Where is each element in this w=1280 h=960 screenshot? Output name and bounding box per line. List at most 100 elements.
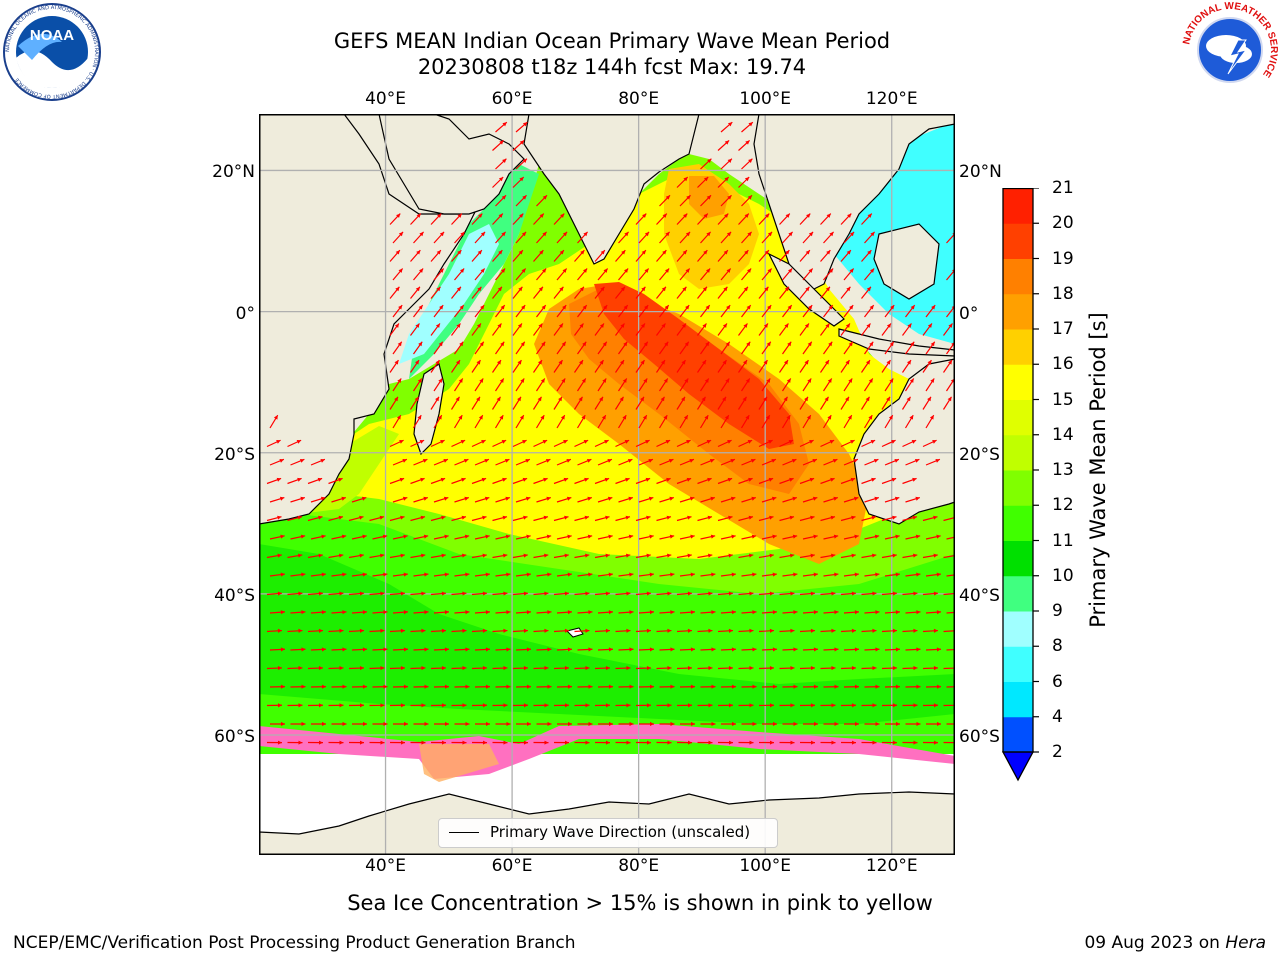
wave-arrow-head: [626, 666, 631, 671]
wave-arrow-head: [482, 591, 487, 596]
wave-arrow-head: [827, 415, 832, 420]
wave-arrow-head: [807, 341, 812, 347]
wave-arrow-head: [793, 610, 798, 615]
wave-arrow-head: [875, 610, 880, 615]
wave-arrow-head: [666, 553, 672, 558]
wave-arrow-head: [646, 628, 651, 633]
wave-arrow-head: [543, 477, 548, 482]
wave-arrow-head: [702, 323, 707, 328]
wave-arrow-head: [276, 440, 281, 444]
wave-arrow-head: [342, 572, 347, 577]
wave-arrow-head: [686, 440, 691, 444]
wave-arrow-head: [477, 286, 482, 292]
wave-arrow-head: [849, 305, 854, 310]
wave-arrow-head: [542, 440, 548, 444]
wave-arrow-head: [298, 628, 303, 633]
wave-arrow-head: [444, 572, 449, 577]
sea-ice-yellow-edge: [419, 744, 499, 782]
wave-arrow-head: [804, 396, 808, 402]
wave-arrow-head: [563, 440, 568, 444]
wave-arrow-head: [465, 721, 470, 727]
wave-arrow-head: [342, 647, 347, 652]
wave-arrow-head: [834, 721, 839, 727]
wave-arrow-head: [723, 286, 728, 292]
wave-arrow-head: [362, 534, 367, 539]
wave-arrow-head: [853, 496, 859, 501]
wave-arrow-head: [667, 628, 672, 633]
wave-arrow-shaft: [943, 630, 955, 633]
wave-arrow-head: [748, 477, 753, 482]
wave-arrow-head: [865, 396, 870, 402]
wave-arrow-head: [689, 496, 695, 501]
wave-arrow-head: [403, 647, 408, 652]
wave-arrow-head: [280, 684, 285, 689]
wave-arrow-head: [728, 591, 733, 596]
wave-arrow-head: [687, 553, 692, 558]
wave-arrow-head: [784, 323, 789, 328]
wave-arrow-head: [444, 534, 449, 539]
wave-arrow-head: [748, 553, 754, 558]
wave-arrow-head: [711, 684, 716, 689]
bay-of-bengal-zone: [664, 164, 759, 289]
wave-arrow-head: [750, 458, 756, 463]
wave-arrow-head: [607, 458, 612, 463]
wave-arrow-head: [646, 515, 651, 520]
wave-arrow-head: [380, 703, 385, 708]
wave-arrow-head: [321, 610, 326, 615]
wave-arrow-head: [601, 415, 606, 420]
wave-arrow-head: [538, 286, 543, 292]
latitude-label-left: 60°S: [214, 727, 255, 748]
wave-arrow-head: [421, 628, 426, 633]
wave-arrow-head: [402, 496, 408, 501]
wave-arrow-head: [300, 534, 306, 539]
wave-arrow-head: [744, 213, 749, 218]
wave-arrow-head: [872, 666, 877, 671]
noaa-logo: NOAA NATIONAL OCEANIC AND ATMOSPHERIC AD…: [3, 3, 101, 101]
wave-arrow-head: [894, 458, 899, 463]
run-date: 09 Aug 2023 on: [1084, 933, 1220, 953]
wave-arrow-head: [829, 440, 835, 444]
wave-arrow-head: [567, 534, 572, 539]
wave-arrow-head: [709, 458, 715, 463]
wave-arrow-head: [851, 740, 856, 745]
wave-arrow-head: [909, 415, 914, 420]
wave-arrow-head: [808, 268, 813, 273]
wave-arrow-head: [644, 231, 650, 237]
wave-arrow-head: [420, 515, 426, 520]
wave-arrow-head: [686, 195, 691, 200]
wave-arrow-head: [792, 534, 798, 539]
wave-arrow-head: [769, 666, 774, 671]
wave-arrow-head: [338, 477, 343, 482]
wave-arrow-head: [522, 158, 527, 163]
colorbar-tick-label: 13: [1052, 460, 1074, 480]
wave-arrow-head: [438, 341, 443, 347]
wave-arrow-head: [458, 378, 463, 383]
wave-arrow-head: [441, 666, 446, 671]
wave-arrow-head: [933, 515, 938, 520]
wave-arrow-head: [587, 496, 592, 501]
wave-arrow-head: [297, 477, 302, 482]
wave-arrow-head: [847, 213, 852, 218]
wave-arrow-head: [400, 628, 405, 633]
wave-arrow-head: [456, 360, 460, 365]
wave-arrow-head: [747, 231, 752, 237]
map-legend: Primary Wave Direction (unscaled): [438, 818, 778, 848]
wave-period-map: [259, 114, 955, 855]
wave-arrow-head: [588, 610, 593, 615]
wave-arrow-head: [440, 440, 445, 444]
wave-arrow-head: [624, 440, 630, 444]
wave-arrow-head: [380, 666, 385, 671]
wave-arrow-head: [886, 360, 891, 365]
wave-arrow-head: [318, 628, 323, 633]
colorbar-tick-label: 15: [1052, 389, 1074, 410]
run-machine: Hera: [1225, 933, 1266, 953]
wave-arrow-head: [485, 721, 490, 727]
wave-arrow-head: [707, 515, 713, 520]
wave-arrow-head: [418, 341, 423, 347]
wave-arrow-head: [362, 610, 367, 615]
wave-arrow-head: [583, 231, 588, 237]
wave-arrow-head: [871, 553, 877, 558]
wave-arrow-head: [561, 378, 566, 383]
wave-arrow-head: [587, 534, 593, 539]
wave-arrow-head: [708, 666, 713, 671]
